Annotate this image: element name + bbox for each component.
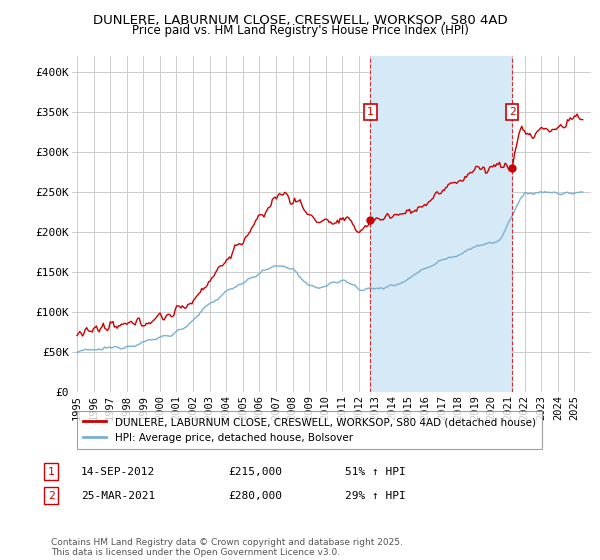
Text: 1: 1 xyxy=(367,107,374,117)
Text: Price paid vs. HM Land Registry's House Price Index (HPI): Price paid vs. HM Land Registry's House … xyxy=(131,24,469,37)
Bar xyxy=(370,56,512,392)
Text: 51% ↑ HPI: 51% ↑ HPI xyxy=(345,466,406,477)
Legend: DUNLERE, LABURNUM CLOSE, CRESWELL, WORKSOP, S80 4AD (detached house), HPI: Avera: DUNLERE, LABURNUM CLOSE, CRESWELL, WORKS… xyxy=(77,410,542,449)
Text: 2: 2 xyxy=(47,491,55,501)
Text: £215,000: £215,000 xyxy=(228,466,282,477)
Text: 14-SEP-2012: 14-SEP-2012 xyxy=(81,466,155,477)
Text: 25-MAR-2021: 25-MAR-2021 xyxy=(81,491,155,501)
Text: 2: 2 xyxy=(509,107,515,117)
Text: DUNLERE, LABURNUM CLOSE, CRESWELL, WORKSOP, S80 4AD: DUNLERE, LABURNUM CLOSE, CRESWELL, WORKS… xyxy=(92,14,508,27)
Text: £280,000: £280,000 xyxy=(228,491,282,501)
Text: Contains HM Land Registry data © Crown copyright and database right 2025.
This d: Contains HM Land Registry data © Crown c… xyxy=(51,538,403,557)
Text: 1: 1 xyxy=(47,466,55,477)
Text: 29% ↑ HPI: 29% ↑ HPI xyxy=(345,491,406,501)
